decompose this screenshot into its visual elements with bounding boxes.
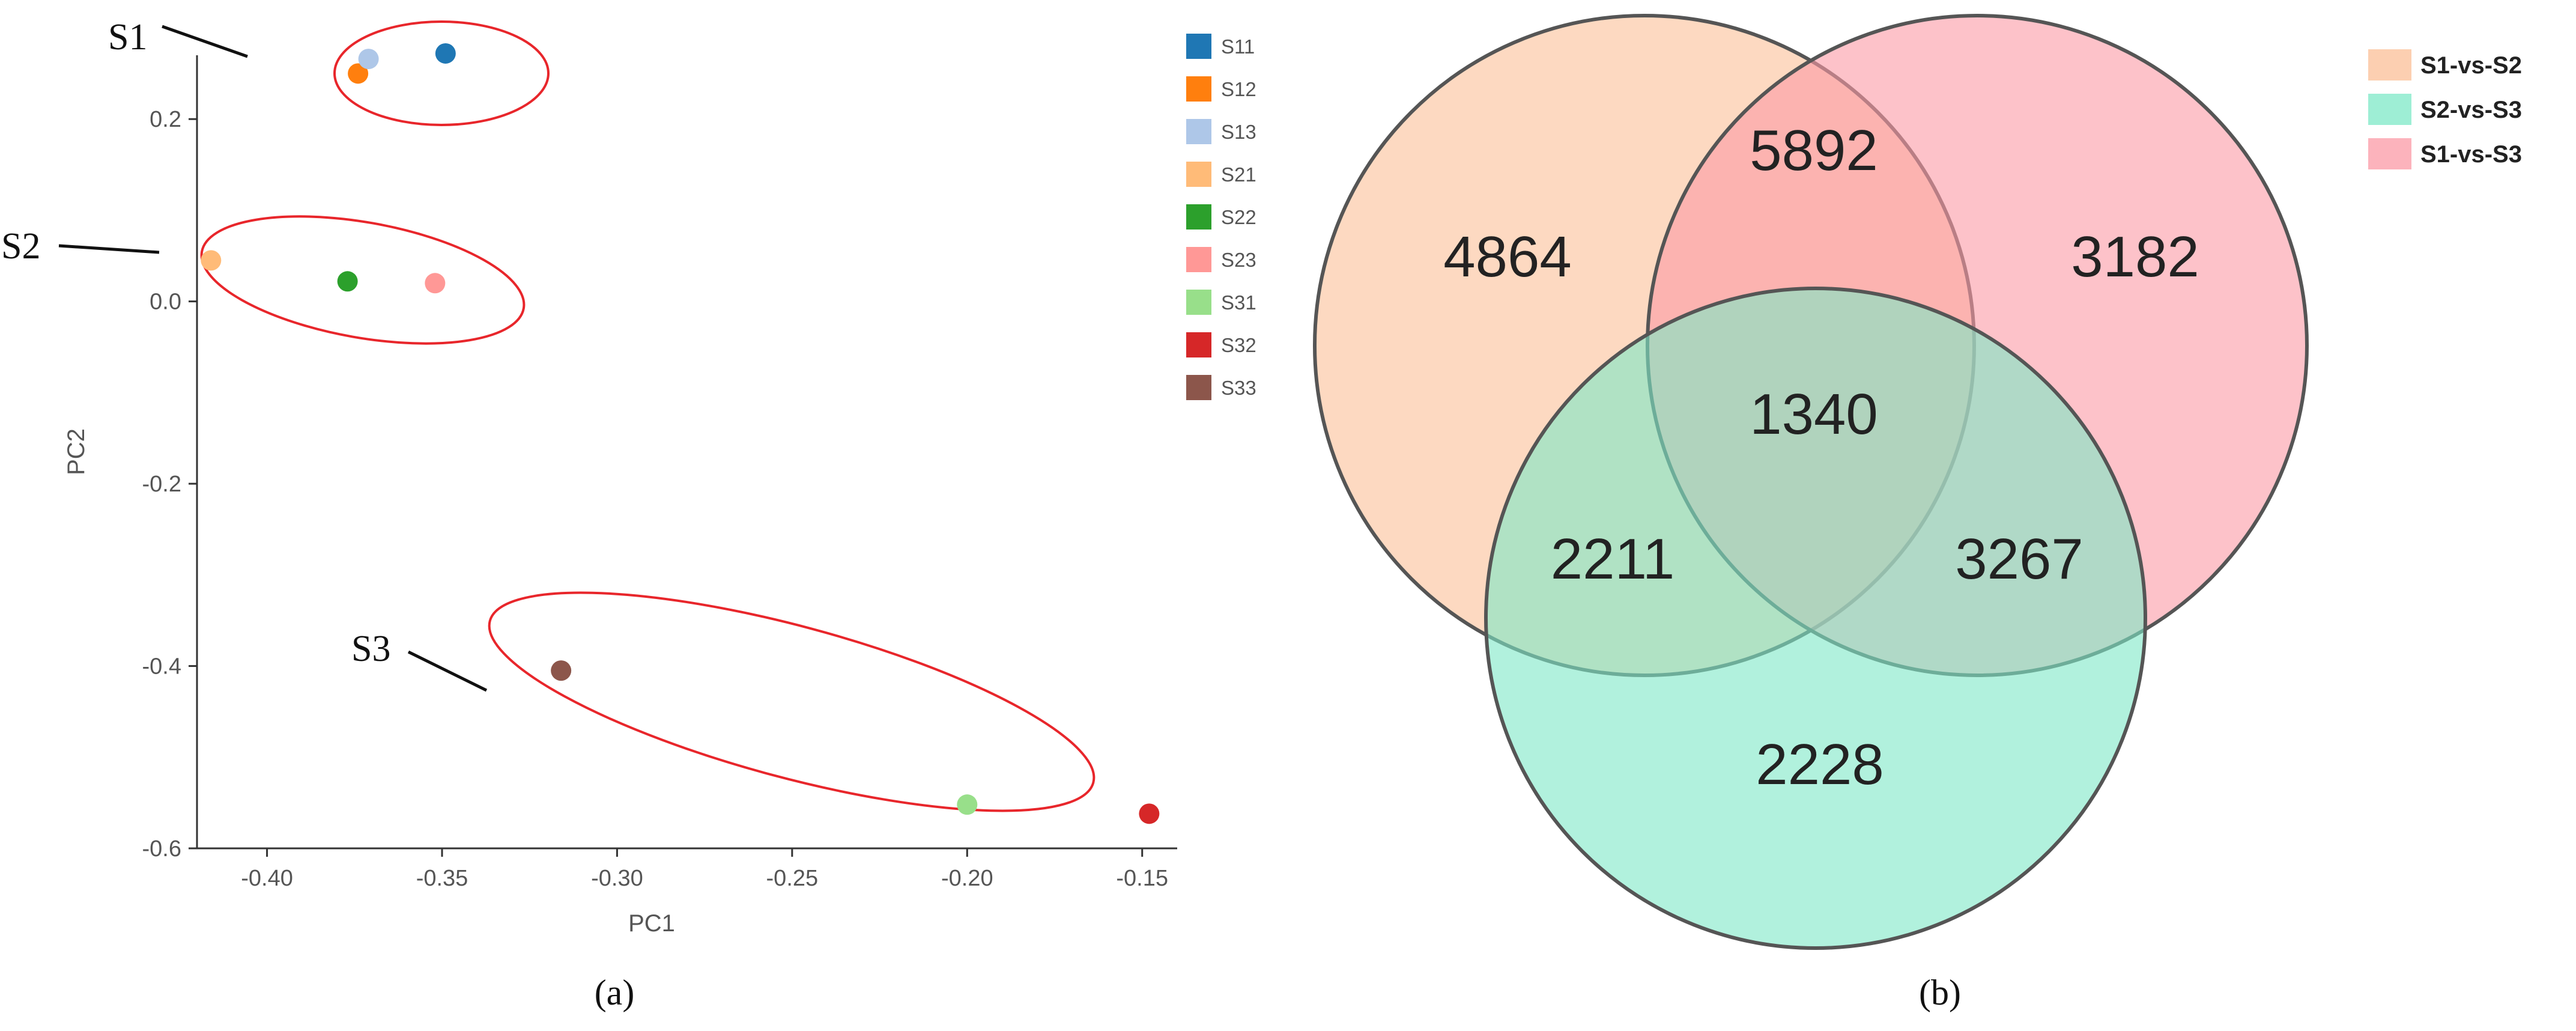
cluster-annotations: S1 S2 S3 [1,17,1096,812]
legend-swatch-s23 [1186,247,1211,272]
pca-legend: S11 S12 S13 S21 S22 S23 S31 S32 S33 [1186,34,1256,400]
scatter-points [201,43,1160,824]
cluster-s2-leader [58,244,160,254]
legend-label-s33: S33 [1221,377,1256,399]
venn-set-s2-vs-s3 [1484,287,2147,950]
x-tick-label: -0.30 [591,866,643,891]
x-tick-label: -0.35 [416,866,468,891]
legend-label-s22: S22 [1221,206,1256,228]
venn-legend: S1-vs-S2 S2-vs-S3 S1-vs-S3 [2368,49,2522,169]
venn-legend-label-s1-vs-s3: S1-vs-S3 [2420,141,2522,168]
venn-panel: 4864 3182 2228 5892 2211 3267 1340 S1-vs… [1313,14,2522,1012]
point-s23 [425,273,446,294]
venn-region-s2-vs-s3-only: 2228 [1756,732,1884,797]
venn-region-s1-vs-s2-only: 4864 [1443,225,1572,289]
x-tick-label: -0.25 [766,866,819,891]
legend-swatch-s22 [1186,204,1211,230]
legend-label-s12: S12 [1221,78,1256,100]
point-s31 [957,794,978,815]
pca-scatter-panel: -0.40 -0.35 -0.30 -0.25 -0.20 -0.15 0.2 0.0 -0.… [1,17,1256,1012]
legend-label-s13: S13 [1221,121,1256,143]
y-tick-label: -0.4 [142,654,181,680]
y-tick-label: 0.2 [150,107,181,132]
x-ticks: -0.40 -0.35 -0.30 -0.25 -0.20 -0.15 [241,848,1168,891]
venn-legend-label-s2-vs-s3: S2-vs-S3 [2420,97,2522,123]
point-s21 [201,250,222,271]
point-s22 [337,271,358,292]
cluster-s3-leader [407,650,488,692]
venn-legend-swatch-s1-vs-s2 [2368,49,2411,81]
cluster-s3-outline [488,591,1096,812]
venn-region-s1s2-s2s3: 2211 [1551,527,1674,591]
legend-swatch-s33 [1186,375,1211,400]
legend-label-s11: S11 [1221,35,1255,58]
pca-axes [196,55,1177,850]
panel-a-caption: (a) [595,973,635,1012]
venn-region-s1-vs-s3-only: 3182 [2071,225,2199,289]
x-tick-label: -0.15 [1116,866,1168,891]
venn-legend-swatch-s2-vs-s3 [2368,94,2411,125]
point-s12 [348,63,369,84]
point-s33 [551,660,572,681]
legend-label-s21: S21 [1221,163,1256,186]
y-axis-title: PC2 [63,428,89,475]
cluster-s2-label: S2 [1,226,40,267]
cluster-s1-label: S1 [108,17,147,58]
legend-swatch-s11 [1186,34,1211,59]
venn-region-s1s2-s1s3: 5892 [1750,118,1878,183]
x-axis-title: PC1 [628,910,675,937]
y-ticks: 0.2 0.0 -0.2 -0.4 -0.6 [142,107,197,862]
legend-swatch-s31 [1186,290,1211,315]
legend-swatch-s13 [1186,119,1211,144]
legend-label-s23: S23 [1221,249,1256,271]
x-tick-label: -0.20 [941,866,993,891]
y-tick-label: -0.6 [142,836,181,862]
y-tick-label: 0.0 [150,290,181,315]
x-tick-label: -0.40 [241,866,293,891]
cluster-s3-label: S3 [351,628,390,669]
venn-legend-label-s1-vs-s2: S1-vs-S2 [2420,52,2522,79]
legend-swatch-s32 [1186,332,1211,357]
legend-label-s32: S32 [1221,334,1256,356]
point-s11 [435,43,456,64]
cluster-s1-leader [162,25,248,58]
point-s13 [358,49,379,70]
y-tick-label: -0.2 [142,472,181,497]
venn-region-s2s3-s1s3: 3267 [1955,527,2084,591]
legend-label-s31: S31 [1221,291,1256,314]
legend-swatch-s12 [1186,76,1211,102]
venn-region-all-three: 1340 [1750,382,1878,446]
legend-swatch-s21 [1186,162,1211,187]
venn-legend-swatch-s1-vs-s3 [2368,138,2411,169]
panel-b-caption: (b) [1919,973,1961,1012]
point-s32 [1139,803,1160,824]
cluster-s1-outline [333,20,550,126]
cluster-s2-outline [200,215,526,345]
